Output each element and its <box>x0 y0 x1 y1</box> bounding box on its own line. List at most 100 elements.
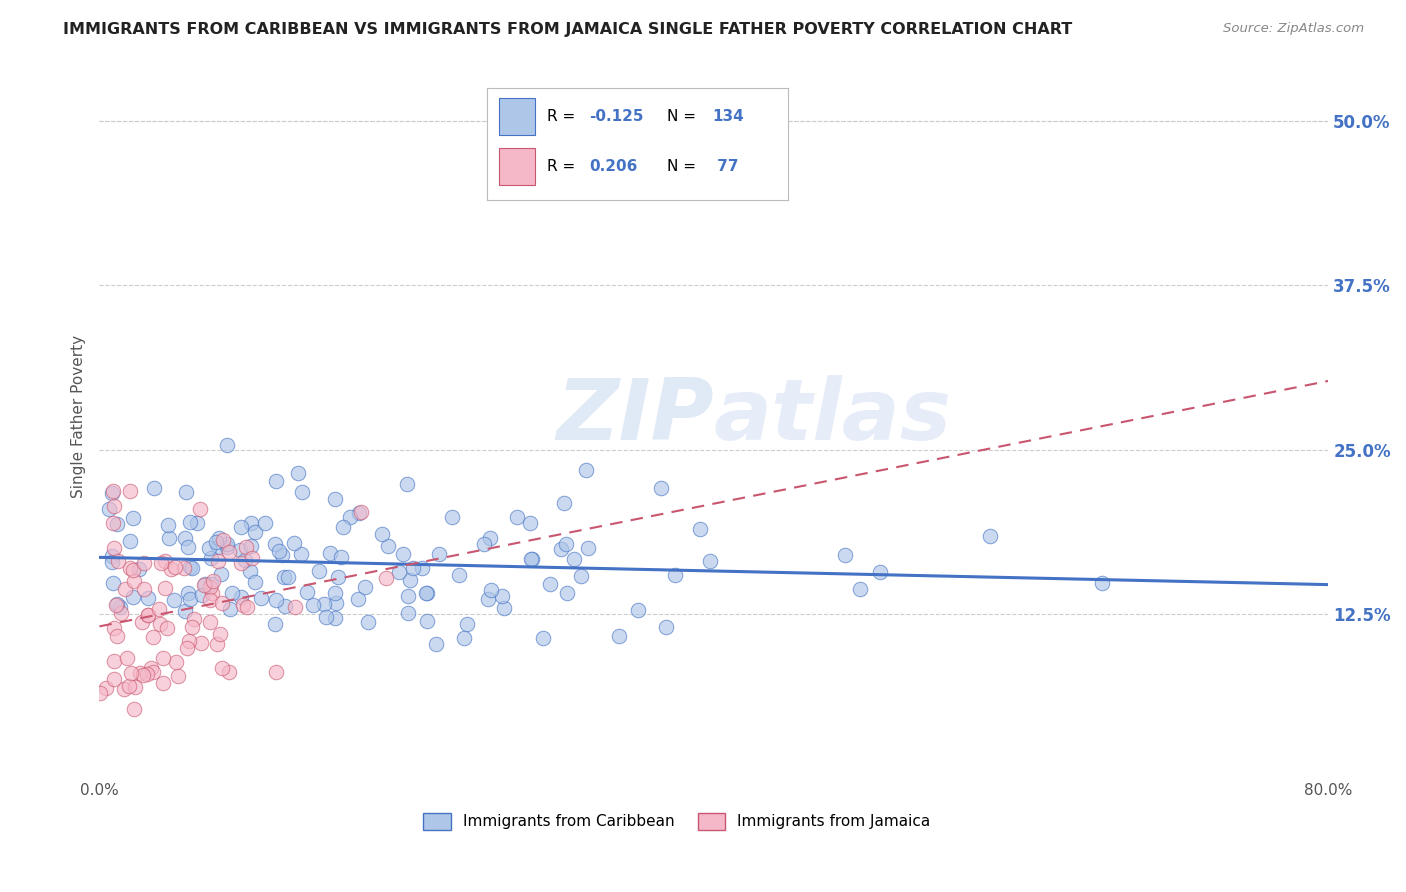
Point <box>183 612 205 626</box>
Point <box>519 516 541 531</box>
Point <box>132 556 155 570</box>
Text: ZIP: ZIP <box>557 376 714 458</box>
Point <box>174 485 197 500</box>
Point <box>479 531 502 545</box>
Point <box>269 544 291 558</box>
Point <box>650 482 672 496</box>
Point <box>472 537 495 551</box>
Point <box>124 680 146 694</box>
Point <box>319 546 342 560</box>
Point <box>239 539 262 553</box>
Point <box>655 619 678 633</box>
Point <box>555 586 578 600</box>
Point <box>323 586 346 600</box>
Point <box>115 651 138 665</box>
Point <box>494 600 516 615</box>
Point <box>477 592 499 607</box>
Point <box>291 484 314 499</box>
Point <box>198 581 221 595</box>
Point <box>284 599 307 614</box>
Point <box>193 578 215 592</box>
Point <box>198 615 221 629</box>
Point <box>264 665 287 679</box>
Point <box>243 525 266 540</box>
Point <box>89 686 111 700</box>
Point <box>569 569 592 583</box>
Point <box>176 641 198 656</box>
Point <box>491 589 513 603</box>
Point <box>264 593 287 607</box>
Point <box>107 554 129 568</box>
Point <box>553 496 575 510</box>
Point <box>235 540 257 554</box>
Point <box>221 586 243 600</box>
Point <box>689 522 711 536</box>
Point <box>122 510 145 524</box>
Point <box>105 630 128 644</box>
Point <box>103 672 125 686</box>
Point <box>520 551 543 566</box>
Point <box>396 606 419 620</box>
Point <box>245 575 267 590</box>
Point <box>325 596 347 610</box>
Point <box>163 559 186 574</box>
Point <box>264 537 287 551</box>
Point <box>114 582 136 596</box>
Text: IMMIGRANTS FROM CARIBBEAN VS IMMIGRANTS FROM JAMAICA SINGLE FATHER POVERTY CORRE: IMMIGRANTS FROM CARIBBEAN VS IMMIGRANTS … <box>63 22 1073 37</box>
Point <box>555 537 578 551</box>
Point <box>198 541 221 555</box>
Point <box>664 567 686 582</box>
Point <box>211 661 233 675</box>
Point <box>416 586 439 600</box>
Point <box>138 608 160 623</box>
Point <box>165 655 187 669</box>
Point <box>139 660 162 674</box>
Point <box>399 573 422 587</box>
Point <box>188 502 211 516</box>
Point <box>339 509 361 524</box>
Point <box>101 575 124 590</box>
Point <box>215 437 238 451</box>
Point <box>416 614 439 628</box>
Point <box>229 520 252 534</box>
Point <box>101 549 124 563</box>
Point <box>323 611 346 625</box>
Point <box>231 556 253 570</box>
Point <box>143 481 166 495</box>
Point <box>576 541 599 556</box>
Point <box>506 509 529 524</box>
Point <box>427 548 450 562</box>
Point <box>200 551 222 566</box>
Point <box>834 549 856 563</box>
Point <box>326 570 349 584</box>
Point <box>211 596 233 610</box>
Point <box>240 551 263 566</box>
Point <box>149 617 172 632</box>
Point <box>104 599 127 613</box>
Point <box>325 491 347 506</box>
Point <box>174 604 197 618</box>
Point <box>218 545 240 559</box>
Point <box>479 582 502 597</box>
Point <box>531 631 554 645</box>
Point <box>332 520 354 534</box>
Point <box>218 665 240 680</box>
Point <box>449 568 471 582</box>
Point <box>271 548 294 562</box>
Point <box>129 665 152 680</box>
Point <box>163 593 186 607</box>
Point <box>103 654 125 668</box>
Point <box>103 500 125 514</box>
Point <box>103 622 125 636</box>
Point <box>128 562 150 576</box>
Point <box>627 603 650 617</box>
Point <box>132 668 155 682</box>
Point <box>212 533 235 548</box>
Point <box>217 540 239 554</box>
Point <box>181 620 204 634</box>
Point <box>232 598 254 612</box>
Point <box>575 463 598 477</box>
Point <box>108 600 131 615</box>
Point <box>118 679 141 693</box>
Point <box>229 591 252 605</box>
